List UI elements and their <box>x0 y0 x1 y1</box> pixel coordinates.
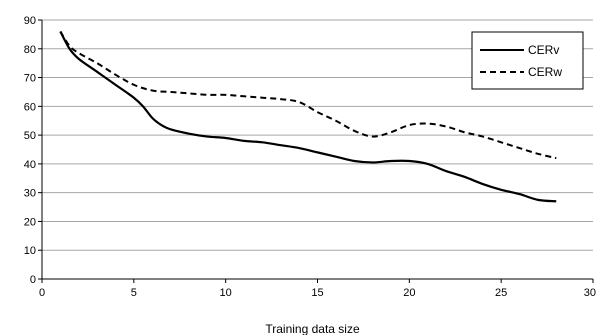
legend-label-cerw: CERw <box>528 65 562 79</box>
y-axis-ticks: 0 10 20 30 40 50 60 70 80 90 <box>24 15 42 286</box>
y-tick-label-20: 20 <box>24 216 36 228</box>
x-tick-label-5: 5 <box>131 287 137 299</box>
y-tick-label-40: 40 <box>24 159 36 171</box>
x-tick-label-25: 25 <box>495 287 507 299</box>
legend-label-cerv: CERv <box>528 43 559 57</box>
grid-lines <box>42 19 593 251</box>
y-tick-label-60: 60 <box>24 101 36 113</box>
x-tick-label-0: 0 <box>39 287 45 299</box>
y-tick-label-30: 30 <box>24 188 36 200</box>
x-tick-label-15: 15 <box>311 287 323 299</box>
y-tick-label-10: 10 <box>24 245 36 257</box>
y-tick-label-90: 90 <box>24 15 36 27</box>
x-tick-label-20: 20 <box>403 287 415 299</box>
x-axis-ticks: 0 5 10 15 20 25 30 <box>39 279 596 299</box>
x-axis-label: Training data size <box>265 322 360 335</box>
y-tick-label-80: 80 <box>24 44 36 56</box>
x-tick-label-10: 10 <box>220 287 232 299</box>
legend-box <box>471 31 584 90</box>
x-tick-label-30: 30 <box>584 287 596 299</box>
y-tick-label-70: 70 <box>24 73 36 85</box>
series-line-cerw <box>59 30 557 160</box>
series-line-cerv <box>59 30 557 203</box>
y-tick-label-50: 50 <box>24 130 36 142</box>
y-tick-label-0: 0 <box>30 274 36 286</box>
legend: CERv CERw <box>471 31 584 90</box>
series-group <box>59 30 557 203</box>
